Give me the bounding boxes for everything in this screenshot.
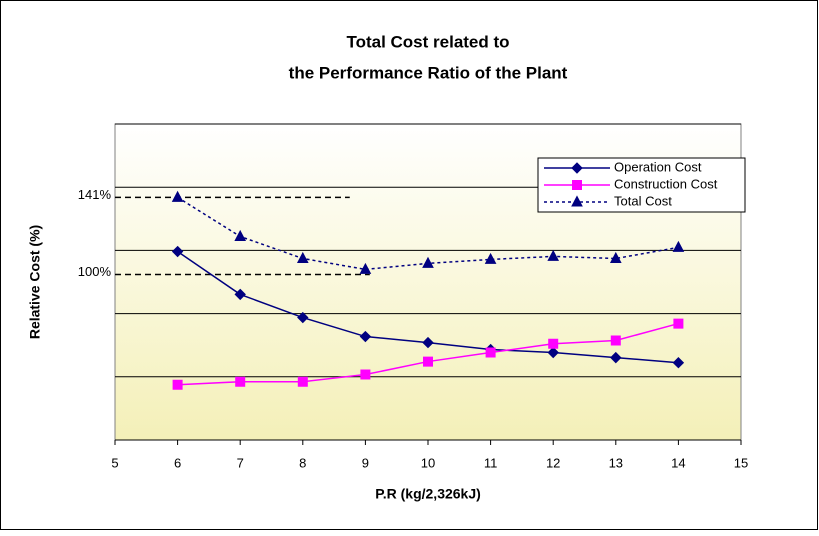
- x-tick-label: 15: [734, 455, 748, 470]
- chart-title: the Performance Ratio of the Plant: [289, 63, 568, 82]
- marker: [484, 252, 497, 264]
- legend-label: Construction Cost: [614, 176, 718, 191]
- legend-marker: [571, 195, 583, 207]
- x-tick-label: 11: [484, 455, 498, 470]
- legend-label: Total Cost: [614, 193, 672, 208]
- x-tick-label: 9: [362, 455, 369, 470]
- marker: [422, 336, 434, 349]
- marker: [422, 256, 434, 268]
- marker: [359, 330, 372, 343]
- x-tick-label: 14: [671, 455, 685, 470]
- x-tick-label: 7: [237, 455, 244, 470]
- chart-title: Total Cost related to: [346, 32, 509, 51]
- marker: [423, 356, 433, 367]
- legend-marker: [572, 180, 582, 190]
- x-tick-label: 12: [546, 455, 560, 470]
- marker: [297, 311, 309, 324]
- marker: [673, 318, 684, 329]
- x-tick-label: 5: [111, 455, 118, 470]
- marker: [548, 338, 559, 349]
- marker: [171, 245, 184, 258]
- annotation-label: 141%: [78, 187, 112, 202]
- marker: [235, 376, 246, 387]
- marker: [297, 376, 308, 387]
- marker: [672, 356, 685, 369]
- marker: [234, 288, 246, 301]
- marker: [234, 229, 247, 241]
- legend-marker: [571, 162, 583, 174]
- marker: [360, 369, 371, 380]
- x-tick-label: 6: [174, 455, 181, 470]
- marker: [172, 379, 183, 390]
- marker: [609, 251, 622, 263]
- x-tick-label: 8: [299, 455, 306, 470]
- x-tick-label: 10: [421, 455, 435, 470]
- legend-label: Operation Cost: [614, 159, 702, 174]
- marker: [672, 240, 685, 252]
- marker: [610, 335, 621, 346]
- x-axis-label: P.R (kg/2,326kJ): [375, 486, 481, 502]
- marker: [296, 251, 309, 263]
- marker: [359, 262, 372, 274]
- y-axis-label: Relative Cost (%): [27, 225, 43, 339]
- marker: [610, 351, 622, 364]
- annotation-label: 100%: [78, 264, 112, 279]
- marker: [547, 249, 560, 261]
- marker: [171, 190, 184, 202]
- x-tick-label: 13: [609, 455, 623, 470]
- marker: [485, 347, 496, 358]
- marker: [547, 346, 559, 359]
